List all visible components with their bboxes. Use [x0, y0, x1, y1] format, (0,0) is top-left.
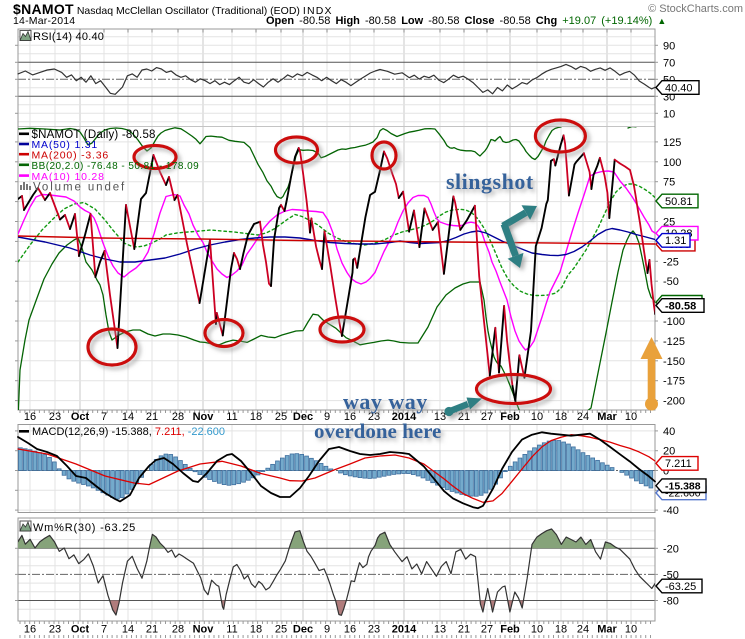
svg-text:-80.58: -80.58 [665, 300, 696, 312]
svg-text:70: 70 [663, 57, 675, 69]
svg-text:18: 18 [250, 624, 262, 636]
svg-text:125: 125 [663, 137, 681, 149]
svg-text:-25: -25 [663, 256, 679, 268]
svg-text:40.40: 40.40 [665, 82, 693, 94]
svg-text:-40: -40 [663, 505, 679, 517]
svg-text:Mar: Mar [597, 624, 617, 636]
svg-text:Nov: Nov [193, 411, 215, 423]
svg-text:25: 25 [663, 217, 675, 229]
svg-text:7: 7 [101, 411, 107, 423]
svg-text:MA(200) -3.36: MA(200) -3.36 [32, 149, 110, 161]
svg-text:23: 23 [49, 624, 61, 636]
svg-text:10: 10 [625, 411, 637, 423]
svg-text:-20: -20 [663, 543, 679, 555]
svg-text:28: 28 [172, 624, 184, 636]
svg-text:18: 18 [250, 411, 262, 423]
svg-text:7.211: 7.211 [665, 458, 692, 470]
svg-text:BB(20,2.0) -76.48 - 50.81 - 17: BB(20,2.0) -76.48 - 50.81 - 178.09 [32, 161, 200, 172]
svg-text:18: 18 [555, 411, 567, 423]
svg-text:24: 24 [577, 411, 589, 423]
svg-text:2014: 2014 [392, 624, 417, 636]
svg-text:21: 21 [458, 624, 470, 636]
svg-text:Dec: Dec [293, 624, 313, 636]
svg-text:-100: -100 [663, 316, 685, 328]
svg-text:11: 11 [226, 411, 237, 423]
svg-text:RSI(14) 40.40: RSI(14) 40.40 [33, 31, 104, 43]
svg-text:13: 13 [434, 411, 446, 423]
svg-text:16: 16 [24, 411, 36, 423]
svg-text:20: 20 [663, 446, 675, 458]
svg-text:21: 21 [146, 624, 158, 636]
svg-text:-50: -50 [663, 276, 679, 288]
svg-text:16: 16 [24, 624, 36, 636]
svg-text:-125: -125 [663, 336, 685, 348]
svg-text:way way: way way [343, 389, 428, 414]
svg-text:Oct: Oct [71, 624, 90, 636]
svg-text:23: 23 [368, 411, 380, 423]
svg-text:16: 16 [344, 411, 356, 423]
svg-text:21: 21 [146, 411, 158, 423]
svg-text:Feb: Feb [500, 411, 520, 423]
svg-text:14: 14 [122, 411, 134, 423]
svg-text:Nov: Nov [193, 624, 215, 636]
svg-text:-63.25: -63.25 [665, 581, 696, 593]
svg-text:23: 23 [368, 624, 380, 636]
svg-text:-150: -150 [663, 356, 685, 368]
svg-text:40: 40 [663, 426, 675, 438]
svg-text:21: 21 [458, 411, 470, 423]
svg-text:90: 90 [663, 40, 675, 52]
svg-text:10: 10 [625, 624, 637, 636]
svg-text:11: 11 [226, 624, 237, 636]
svg-text:9: 9 [324, 624, 330, 636]
svg-text:Volume undef: Volume undef [33, 182, 126, 194]
svg-text:9: 9 [324, 411, 330, 423]
svg-text:-15.388: -15.388 [665, 481, 701, 493]
svg-text:Feb: Feb [500, 624, 520, 636]
svg-text:MACD(12,26,9) -15.388, 7.211,: MACD(12,26,9) -15.388, 7.211, -22.600 [32, 426, 225, 438]
svg-text:Mar: Mar [597, 411, 617, 423]
svg-text:2014: 2014 [392, 411, 417, 423]
svg-text:24: 24 [577, 624, 589, 636]
svg-text:27: 27 [481, 624, 493, 636]
svg-text:10: 10 [663, 108, 675, 120]
svg-text:10: 10 [531, 411, 543, 423]
svg-text:25: 25 [275, 411, 287, 423]
svg-text:16: 16 [344, 624, 356, 636]
svg-text:1.31: 1.31 [665, 235, 686, 247]
svg-text:13: 13 [434, 624, 446, 636]
svg-text:Dec: Dec [293, 411, 313, 423]
svg-text:-175: -175 [663, 376, 685, 388]
svg-text:Wm%R(30) -63.25: Wm%R(30) -63.25 [33, 522, 136, 534]
svg-text:$NAMOT (Daily) -80.58: $NAMOT (Daily) -80.58 [32, 129, 156, 141]
svg-text:-50: -50 [663, 569, 679, 581]
svg-text:10: 10 [531, 624, 543, 636]
svg-text:50.81: 50.81 [665, 196, 693, 208]
svg-text:7: 7 [101, 624, 107, 636]
svg-text:0: 0 [663, 466, 669, 478]
svg-text:slingshot: slingshot [446, 169, 534, 194]
svg-text:overdone here: overdone here [314, 419, 441, 443]
svg-text:28: 28 [172, 411, 184, 423]
svg-text:-200: -200 [663, 396, 685, 408]
svg-text:23: 23 [49, 411, 61, 423]
svg-text:27: 27 [481, 411, 493, 423]
svg-text:MA(10) 10.28: MA(10) 10.28 [32, 171, 105, 183]
svg-text:Oct: Oct [71, 411, 90, 423]
svg-text:18: 18 [555, 624, 567, 636]
svg-text:75: 75 [663, 177, 675, 189]
svg-text:14: 14 [122, 624, 134, 636]
svg-text:100: 100 [663, 157, 681, 169]
svg-text:-80: -80 [663, 596, 679, 608]
svg-text:25: 25 [275, 624, 287, 636]
svg-text:MA(50) 1.31: MA(50) 1.31 [32, 139, 99, 151]
